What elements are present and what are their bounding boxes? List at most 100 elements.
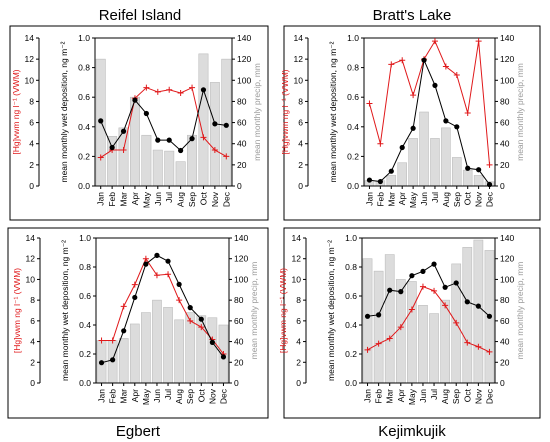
deposition-marker [465, 165, 471, 171]
x-tick-label: Dec [485, 191, 495, 207]
hg-marker [211, 147, 218, 154]
precip-tick-label: 60 [234, 316, 244, 326]
hg-marker [154, 88, 161, 95]
deposition-marker [155, 137, 161, 143]
deposition-tick-label: 0.8 [345, 262, 357, 272]
x-tick-label: Oct [463, 191, 473, 205]
hg-marker [453, 319, 460, 326]
precip-tick-label: 0 [500, 181, 505, 191]
deposition-tick-label: 0.4 [347, 122, 359, 132]
precip-tick-label: 20 [234, 357, 244, 367]
hg-series-line [101, 257, 224, 355]
precip-bar [164, 150, 175, 187]
x-tick-label: Jan [96, 192, 106, 206]
hg-marker [442, 63, 449, 70]
precip-axis-label: mean monthly precip, mm [515, 262, 525, 360]
deposition-marker [200, 87, 207, 93]
deposition-tick-label: 1.0 [79, 233, 91, 243]
hg-tick-label: 4 [296, 337, 301, 347]
hg-tick-label: 14 [294, 33, 304, 43]
x-tick-label: Dec [218, 388, 228, 404]
deposition-marker [454, 124, 460, 130]
precip-tick-label: 40 [234, 337, 244, 347]
precip-tick-label: 140 [500, 233, 514, 243]
deposition-tick-label: 0.6 [79, 291, 91, 301]
deposition-marker [154, 252, 160, 258]
hg-marker [153, 272, 160, 279]
hg-marker [397, 324, 404, 331]
deposition-marker [109, 144, 115, 151]
hg-tick-label: 2 [296, 357, 301, 367]
precip-bar [386, 175, 397, 187]
deposition-marker [388, 168, 394, 174]
chart-title: Kejimkujik [378, 423, 446, 440]
precip-tick-label: 60 [237, 118, 247, 128]
deposition-marker [464, 299, 470, 305]
precip-tick-label: 120 [234, 254, 248, 264]
precip-bar [441, 127, 451, 187]
hg-tick-label: 4 [298, 139, 303, 149]
deposition-marker [209, 339, 215, 345]
hg-marker [187, 317, 194, 324]
precip-axis-label: mean monthly precip, mm [515, 63, 525, 161]
deposition-marker [420, 268, 426, 274]
hg-tick-label: 4 [30, 337, 35, 347]
hg-marker [408, 306, 415, 313]
hg-marker [166, 86, 173, 93]
precip-tick-label: 100 [234, 274, 248, 284]
precip-axis-label: mean monthly precip, mm [252, 63, 262, 161]
deposition-axis-label: mean monthly wet deposition, ng m⁻² [326, 240, 336, 381]
hg-marker [200, 134, 207, 141]
deposition-marker [178, 147, 184, 154]
precip-tick-label: 0 [500, 378, 505, 388]
precip-bar [362, 258, 373, 384]
precip-bar [198, 53, 209, 187]
panel-frame [283, 25, 541, 221]
deposition-marker [377, 178, 383, 185]
hg-tick-label: 0 [30, 378, 35, 388]
hg-marker [431, 287, 438, 294]
hg-tick-label: 10 [25, 75, 35, 85]
hg-tick-label: 8 [296, 295, 301, 305]
hg-axis-label: [Hg]vwm ng l⁻¹ (VWM) [12, 268, 22, 353]
deposition-tick-label: 1.0 [345, 233, 357, 243]
deposition-marker [376, 312, 382, 318]
deposition-marker [98, 360, 105, 366]
precip-bar [429, 313, 439, 384]
precip-bar [462, 247, 473, 384]
x-tick-label: Jan [364, 192, 374, 206]
deposition-axis-label: mean monthly wet deposition, ng m⁻² [328, 41, 338, 182]
hg-marker [375, 340, 382, 347]
hg-marker [176, 297, 183, 304]
plot-area [363, 37, 496, 187]
x-tick-label: Mar [385, 389, 395, 404]
deposition-tick-label: 0.8 [79, 262, 91, 272]
deposition-marker [120, 128, 127, 134]
x-tick-label: Jun [418, 389, 428, 403]
hg-tick-label: 10 [26, 274, 36, 284]
hg-marker [475, 343, 482, 350]
x-tick-label: Feb [107, 192, 117, 207]
x-tick-label: Dec [484, 388, 494, 404]
precip-bar [397, 162, 407, 187]
precip-tick-label: 120 [500, 254, 514, 264]
hg-axis-label: [Hg]vwm ng l⁻¹ (VWM) [11, 69, 21, 154]
deposition-tick-label: 0.8 [347, 63, 359, 73]
x-tick-label: Feb [374, 389, 384, 404]
x-tick-label: Mar [119, 389, 129, 404]
deposition-marker [220, 354, 227, 360]
x-tick-label: Apr [396, 389, 406, 402]
x-tick-label: Jan [363, 389, 373, 403]
deposition-series-line [101, 254, 224, 364]
deposition-marker [166, 137, 172, 143]
x-tick-label: Nov [473, 388, 483, 404]
deposition-tick-label: 1.0 [347, 33, 359, 43]
x-tick-label: Sep [187, 192, 197, 207]
deposition-tick-label: 0.2 [79, 349, 91, 359]
precip-bar [408, 138, 418, 187]
precip-bar [395, 279, 406, 384]
deposition-marker [143, 261, 149, 267]
precip-bar [407, 281, 417, 384]
x-tick-label: Mar [386, 192, 396, 207]
deposition-tick-label: 1.0 [78, 33, 90, 43]
